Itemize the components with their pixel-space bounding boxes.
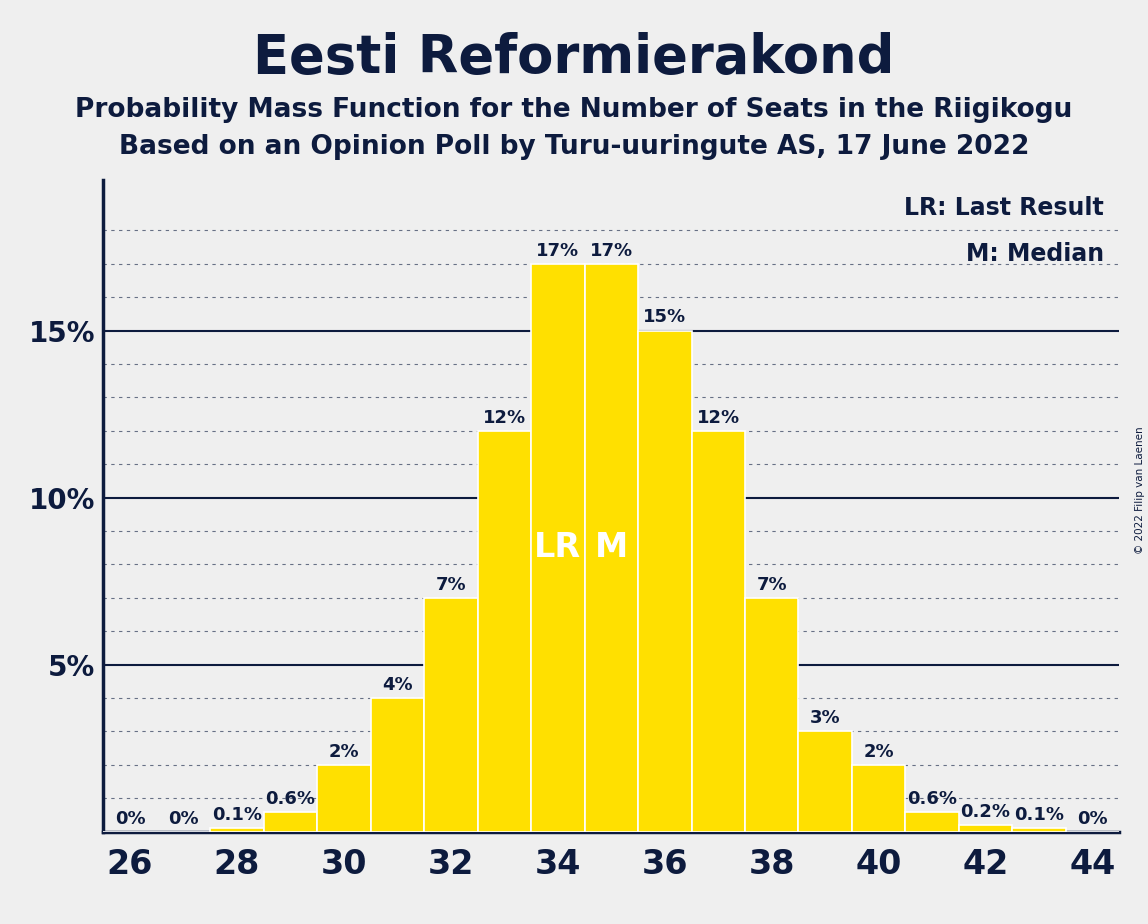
Text: 2%: 2% <box>328 743 359 760</box>
Bar <box>317 765 371 832</box>
Text: Based on an Opinion Poll by Turu-uuringute AS, 17 June 2022: Based on an Opinion Poll by Turu-uuringu… <box>118 134 1030 160</box>
Text: 7%: 7% <box>757 576 788 594</box>
Bar <box>1013 828 1065 832</box>
Text: 15%: 15% <box>643 309 687 326</box>
Text: 12%: 12% <box>697 408 739 427</box>
Text: 0%: 0% <box>169 809 199 828</box>
Text: 17%: 17% <box>536 242 580 260</box>
Text: LR: Last Result: LR: Last Result <box>905 197 1104 221</box>
Bar <box>478 431 532 832</box>
Bar <box>745 598 799 832</box>
Text: 0%: 0% <box>1077 809 1108 828</box>
Bar <box>264 811 317 832</box>
Bar <box>906 811 959 832</box>
Text: © 2022 Filip van Laenen: © 2022 Filip van Laenen <box>1135 426 1145 553</box>
Bar <box>210 828 264 832</box>
Text: 0.2%: 0.2% <box>961 803 1010 821</box>
Bar <box>959 825 1013 832</box>
Bar <box>532 263 584 832</box>
Text: M: M <box>595 531 628 565</box>
Bar <box>799 732 852 832</box>
Text: 0.1%: 0.1% <box>1014 807 1064 824</box>
Text: 2%: 2% <box>863 743 894 760</box>
Text: 17%: 17% <box>590 242 633 260</box>
Text: LR: LR <box>534 531 581 565</box>
Text: 4%: 4% <box>382 676 413 694</box>
Text: 0.6%: 0.6% <box>265 789 316 808</box>
Text: 12%: 12% <box>483 408 526 427</box>
Text: 3%: 3% <box>809 710 840 727</box>
Text: M: Median: M: Median <box>965 242 1104 266</box>
Bar <box>691 431 745 832</box>
Bar <box>584 263 638 832</box>
Text: Probability Mass Function for the Number of Seats in the Riigikogu: Probability Mass Function for the Number… <box>76 97 1072 123</box>
Bar <box>638 331 691 832</box>
Bar <box>852 765 906 832</box>
Text: 0.6%: 0.6% <box>907 789 957 808</box>
Bar <box>424 598 478 832</box>
Bar <box>371 698 424 832</box>
Text: Eesti Reformierakond: Eesti Reformierakond <box>254 32 894 84</box>
Text: 0%: 0% <box>115 809 146 828</box>
Text: 7%: 7% <box>435 576 466 594</box>
Text: 0.1%: 0.1% <box>212 807 262 824</box>
